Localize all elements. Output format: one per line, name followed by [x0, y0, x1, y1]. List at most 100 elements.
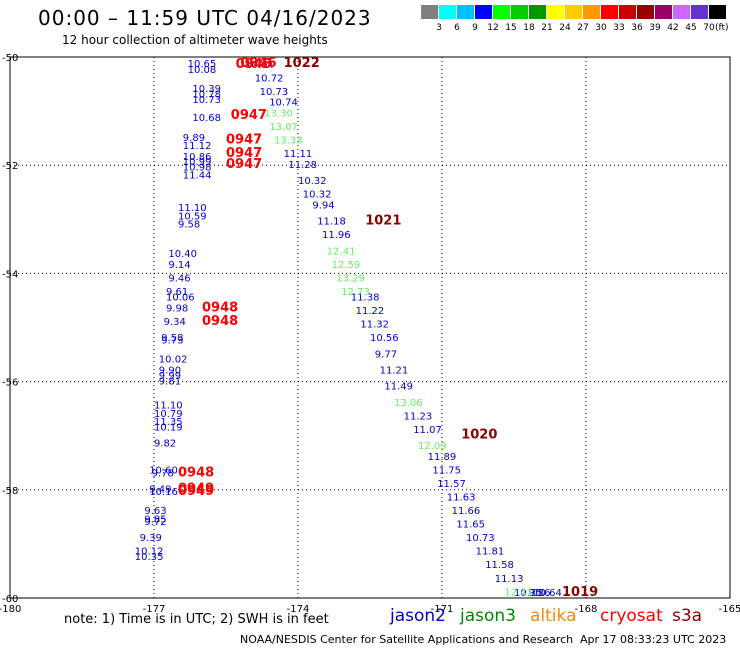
color-swatch: [457, 5, 474, 19]
data-label-jason2: 9.81: [159, 376, 181, 387]
plot-frame: [9, 56, 731, 599]
color-swatch: [547, 5, 564, 19]
data-label-jason2: 11.28: [288, 160, 317, 171]
data-label-jason2: 11.63: [447, 493, 476, 504]
y-tick-label: -58: [2, 486, 18, 497]
data-label-cryosat: 0947: [226, 133, 262, 148]
data-label-jason3: 13.07: [269, 122, 298, 133]
data-label-jason2: 10.59: [178, 211, 207, 222]
color-scale-label: 21: [541, 23, 553, 33]
x-tick-label: -165: [719, 604, 740, 615]
data-label-jason2: 10.79: [154, 409, 183, 420]
data-label-jason2: 10.06: [166, 292, 195, 303]
data-label-jason3: 12.59: [332, 260, 361, 271]
y-tick-label: -56: [2, 378, 18, 389]
data-label-jason2: 11.81: [476, 547, 505, 558]
data-label-jason2: 10.08: [188, 65, 217, 76]
data-label-jason2: 10.74: [269, 98, 298, 109]
color-scale-label: 9: [472, 23, 478, 33]
y-tick-label: -54: [2, 269, 18, 280]
data-label-s3a: 1020: [461, 427, 497, 442]
data-label-jason2: 9.77: [375, 349, 397, 360]
color-scale-label: 27: [577, 23, 589, 33]
footer-credit: NOAA/NESDIS Center for Satellite Applica…: [240, 633, 574, 646]
data-label-jason2: 11.35: [154, 417, 183, 428]
data-label-jason2: 11.10: [154, 401, 183, 412]
data-label-jason2: 9.98: [166, 303, 188, 314]
data-label-jason2: 11.22: [356, 306, 385, 317]
data-label-jason2: 11.21: [380, 365, 409, 376]
data-label-jason2: 11.49: [384, 382, 413, 393]
data-label-jason2: 9.58: [178, 219, 200, 230]
legend-altika: altika: [530, 606, 577, 626]
x-tick-label: -177: [143, 604, 166, 615]
data-label-cryosat: 0947: [226, 146, 262, 161]
color-swatch: [655, 5, 672, 19]
data-label-jason2: 10.72: [255, 73, 284, 84]
legend-s3a: s3a: [672, 606, 703, 626]
data-label-cryosat: 0947: [226, 157, 262, 172]
data-label-jason2: 11.75: [432, 466, 461, 477]
x-tick-label: -168: [575, 604, 598, 615]
data-label-jason2: 11.65: [456, 520, 485, 531]
data-label-jason2: 9.78: [152, 468, 174, 479]
data-label-jason3: 13.06: [394, 398, 423, 409]
x-tick-label: -171: [431, 604, 454, 615]
color-swatch: [421, 5, 438, 19]
data-label-jason2: 10.68: [192, 113, 221, 124]
color-swatch: [529, 5, 546, 19]
data-label-jason3: 13.30: [264, 109, 293, 120]
data-label-jason2: 10.64: [533, 588, 562, 599]
color-scale-label: 24: [559, 23, 571, 33]
color-scale-label: 45: [685, 23, 697, 33]
data-label-cryosat: 0948: [178, 465, 214, 480]
color-swatch: [565, 5, 582, 19]
data-label-jason2: 10.39: [192, 84, 221, 95]
color-scale-label: 6: [454, 23, 460, 33]
color-scale-label: 36: [631, 23, 643, 33]
color-scale-label: 33: [613, 23, 625, 33]
color-swatch: [493, 5, 510, 19]
data-label-jason2: 10.86: [183, 152, 212, 163]
data-label-jason2: 9.58: [161, 333, 183, 344]
data-label-jason2: 11.23: [404, 411, 433, 422]
data-label-s3a: 1021: [365, 214, 401, 229]
data-label-jason3: 12.09: [418, 441, 447, 452]
x-tick-label: -174: [287, 604, 310, 615]
data-label-jason3: 12.41: [504, 587, 533, 598]
data-label-cryosat: 0946: [240, 56, 276, 71]
color-scale-label: 12: [487, 23, 499, 33]
data-label-jason2: 10.73: [466, 533, 495, 544]
data-label-jason2: 10.35: [135, 552, 164, 563]
data-label-jason2: 10.16: [149, 487, 178, 498]
data-label-jason2: 10.73: [260, 87, 289, 98]
data-label-jason2: 9.72: [144, 517, 166, 528]
color-swatch: [709, 5, 726, 19]
data-label-jason2: 11.32: [360, 320, 389, 331]
y-tick-label: -52: [2, 161, 18, 172]
data-label-jason2: 9.89: [183, 133, 205, 144]
data-label-jason3: 13.29: [336, 274, 365, 285]
footer-timestamp: Apr 17 08:33:23 UTC 2023: [580, 633, 727, 646]
data-label-jason2: 11.58: [485, 560, 514, 571]
data-label-jason2: 10.56: [370, 333, 399, 344]
color-scale-label: 42: [667, 23, 679, 33]
data-label-jason2: 9.34: [164, 317, 186, 328]
data-label-jason2: 11.96: [322, 230, 351, 241]
data-label-cryosat: 0948: [202, 314, 238, 329]
data-label-cryosat: 0947: [231, 108, 267, 123]
data-label-jason2: 11.07: [413, 425, 442, 436]
data-label-cryosat: 0949: [178, 482, 214, 497]
data-label-jason2: 9.90: [159, 365, 181, 376]
data-label-jason2: 10.32: [298, 176, 327, 187]
data-label-jason2: 10.65: [188, 59, 217, 70]
color-swatch: [601, 5, 618, 19]
color-scale-label: 3: [436, 23, 442, 33]
data-label-jason2: 11.18: [317, 217, 346, 228]
data-label-cryosat: 0949: [178, 484, 214, 499]
data-label-jason2: 11.13: [495, 574, 524, 585]
units-note: note: 1) Time is in UTC; 2) SWH is in fe…: [64, 612, 329, 627]
data-label-jason2: 10.35: [514, 588, 543, 599]
data-label-jason2: 10.02: [159, 355, 188, 366]
